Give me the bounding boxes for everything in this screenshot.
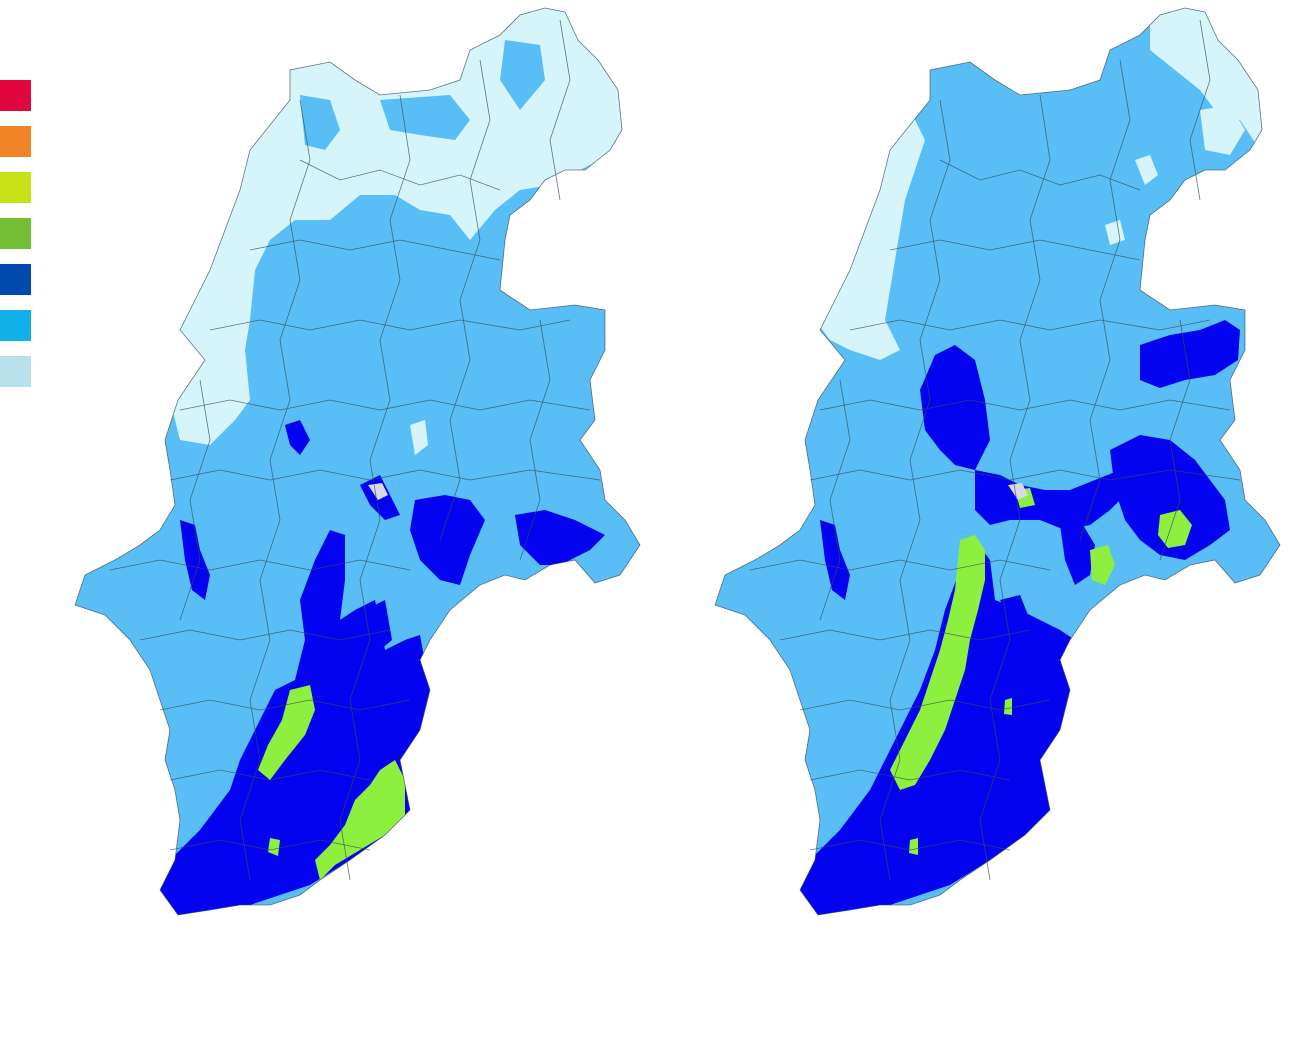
legend-swatch-3 [0, 172, 31, 203]
legend-swatch-5 [0, 264, 31, 295]
right-map-svg [714, 7, 1281, 916]
legend [0, 80, 32, 402]
legend-swatch-4 [0, 218, 31, 249]
legend-swatch-7 [0, 356, 31, 387]
left-map-svg [74, 7, 641, 916]
legend-swatch-2 [0, 126, 31, 157]
right-map [700, 0, 1300, 940]
legend-swatch-6 [0, 310, 31, 341]
legend-swatch-1 [0, 80, 31, 111]
left-map [60, 0, 660, 940]
